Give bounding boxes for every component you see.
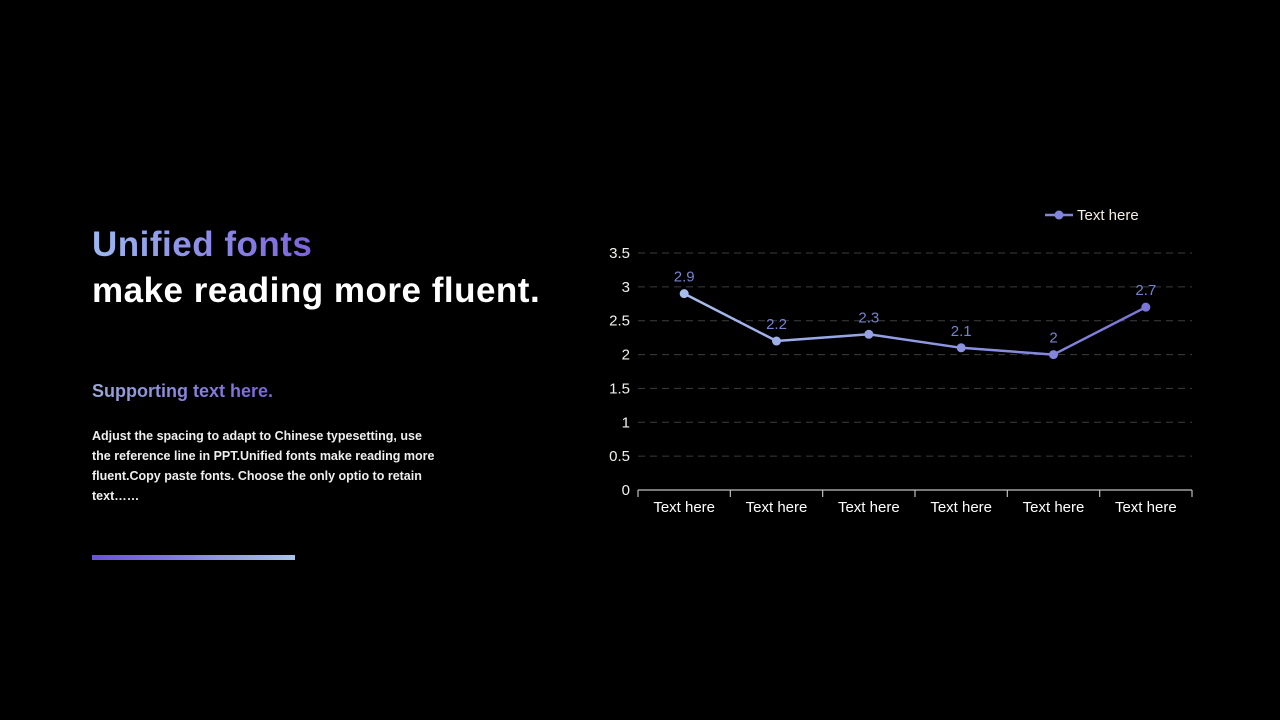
data-point-marker [1141, 302, 1151, 312]
x-axis-category-label: Text here [1023, 499, 1085, 516]
data-point-marker [1049, 350, 1058, 360]
y-axis-tick-label: 0.5 [609, 448, 630, 465]
body-paragraph: Adjust the spacing to adapt to Chinese t… [92, 429, 435, 503]
series-line [682, 292, 1148, 356]
gradient-accent-bar [92, 555, 295, 560]
legend-label: Text here [1077, 207, 1139, 224]
title-accent-line: Unified fonts [92, 222, 312, 268]
slide-title: Unified fonts make reading more fluent. [92, 222, 572, 314]
title-white-line: make reading more fluent. [92, 271, 541, 310]
supporting-heading: Supporting text here. [92, 381, 274, 401]
data-point-marker [864, 329, 874, 339]
data-point-label: 2.7 [1135, 282, 1156, 299]
line-chart-svg: 0 0.5 1 1.5 2 2.5 3 3.5 Text here Text here Text h… [609, 207, 1193, 516]
x-axis-category-label: Text here [930, 499, 992, 516]
data-point-marker [772, 336, 781, 346]
y-axis-tick-label: 2 [622, 347, 630, 364]
data-point-label: 2.9 [674, 269, 695, 286]
line-chart: 0 0.5 1 1.5 2 2.5 3 3.5 Text here Text here Text h… [592, 195, 1217, 535]
text-panel: Unified fonts make reading more fluent. S… [92, 222, 572, 506]
data-point-label: 2.3 [858, 309, 879, 326]
x-axis-category-label: Text here [746, 499, 808, 516]
y-axis-tick-label: 0 [622, 482, 630, 499]
x-axis-category-label: Text here [653, 499, 715, 516]
data-point-label: 2.2 [766, 316, 787, 333]
y-axis-tick-label: 3.5 [609, 245, 630, 262]
x-axis-category-label: Text here [838, 499, 900, 516]
data-point-label: 2 [1049, 330, 1057, 347]
legend-marker-icon [1054, 210, 1064, 220]
x-axis-category-label: Text here [1115, 499, 1177, 516]
y-axis-tick-label: 2.5 [609, 313, 630, 330]
y-axis-tick-label: 1.5 [609, 380, 630, 397]
y-axis-tick-label: 3 [622, 279, 630, 296]
data-point-label: 2.1 [951, 323, 972, 340]
data-point-marker [679, 289, 689, 299]
y-axis-tick-label: 1 [622, 414, 630, 431]
data-point-marker [956, 343, 966, 353]
